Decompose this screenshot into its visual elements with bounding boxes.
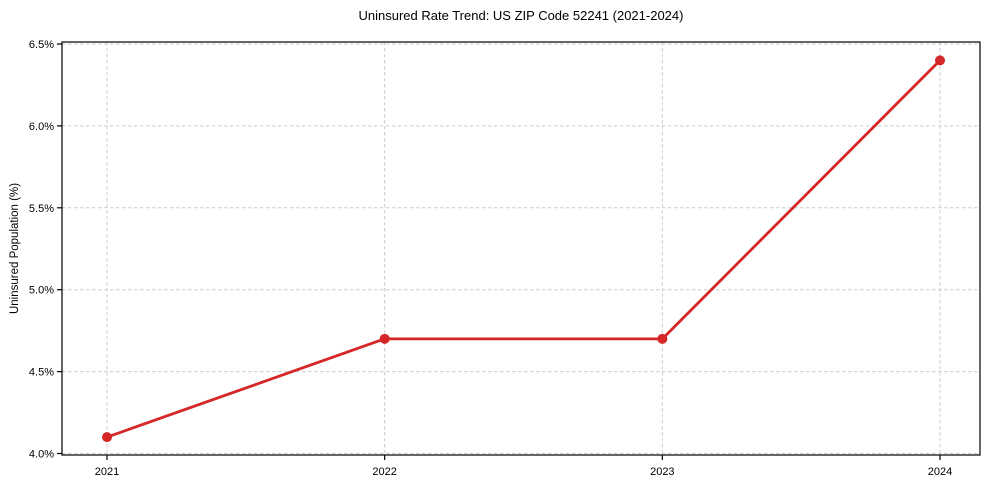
plot-border [61, 41, 981, 456]
y-axis-label: Uninsured Population (%) [9, 183, 21, 314]
data-point-marker [102, 432, 112, 443]
data-series [102, 55, 945, 443]
tick-labels: 4.0% 4.5% 5.0% 5.5% 6.0% 6.5% 2021 2022 2023 2024 [29, 39, 952, 478]
y-tick-label: 6.0% [29, 121, 54, 133]
y-tick-label: 5.5% [29, 203, 54, 215]
gridlines [62, 42, 980, 455]
trend-line [105, 58, 942, 439]
data-point-marker [379, 333, 390, 344]
data-point-marker [657, 333, 668, 344]
y-tick-label: 6.5% [29, 39, 54, 51]
x-tick-label: 2021 [95, 466, 119, 478]
axis-ticks [57, 43, 941, 460]
x-tick-label: 2024 [928, 466, 952, 478]
y-tick-label: 5.0% [29, 285, 54, 297]
y-tick-label: 4.5% [29, 367, 54, 379]
data-point-marker [935, 55, 945, 66]
chart-title: Uninsured Rate Trend: US ZIP Code 52241 … [359, 8, 684, 23]
x-tick-label: 2022 [372, 466, 396, 478]
y-tick-label: 4.0% [29, 449, 54, 461]
x-tick-label: 2023 [650, 466, 674, 478]
